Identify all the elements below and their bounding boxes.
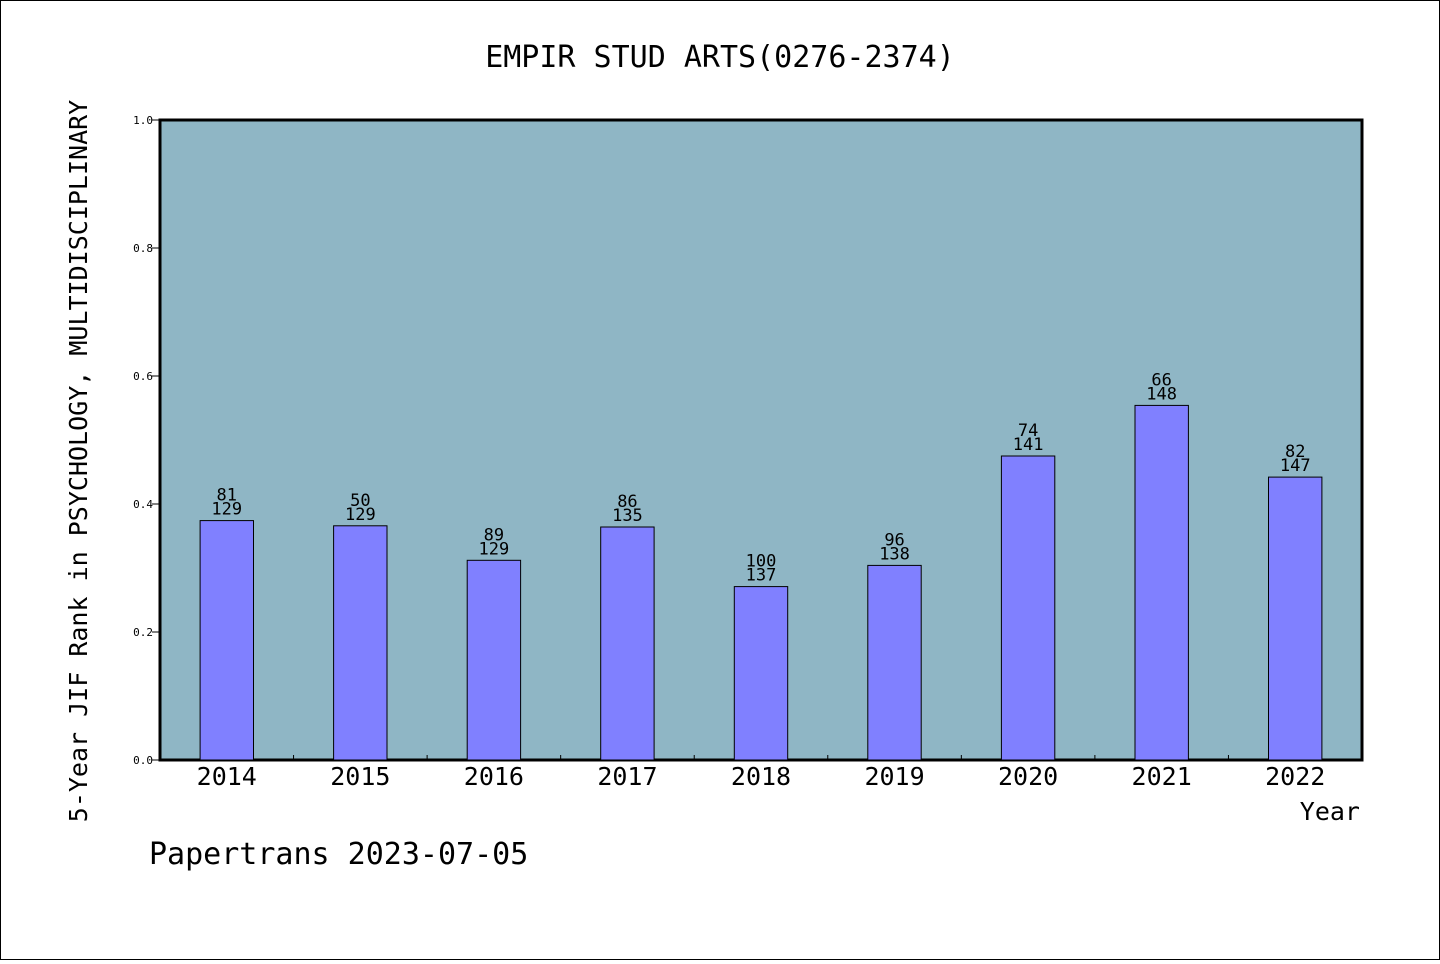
- bar-rank-label-2014: 81: [217, 486, 237, 506]
- bar-2022: [1268, 476, 1323, 761]
- bar-2018: [733, 586, 789, 761]
- bar-rank-label-2021: 66: [1151, 370, 1171, 390]
- bar-2021: [1134, 404, 1189, 761]
- bar-total-label-2022: 147: [1280, 456, 1311, 476]
- bar-total-label-2017: 135: [612, 506, 643, 526]
- x-tick-label-2017: 2017: [597, 762, 657, 791]
- y-tick-label: 0.2: [133, 626, 153, 639]
- bar-total-label-2019: 138: [879, 544, 910, 564]
- x-tick-label-2022: 2022: [1265, 762, 1325, 791]
- bar-total-label-2014: 129: [211, 500, 242, 520]
- x-tick-label-2016: 2016: [464, 762, 524, 791]
- bar-total-label-2021: 148: [1146, 384, 1177, 404]
- y-tick-label: 0.6: [133, 370, 153, 383]
- bar-2015: [333, 525, 388, 761]
- x-tick-label-2018: 2018: [731, 762, 791, 791]
- bar-2019: [867, 564, 922, 761]
- bar-rank-label-2017: 86: [617, 492, 637, 512]
- y-tick-label: 0.8: [133, 242, 153, 255]
- x-tick-label-2020: 2020: [998, 762, 1058, 791]
- bar-2020: [1000, 455, 1056, 761]
- x-tick-label-2019: 2019: [864, 762, 924, 791]
- bar-rank-label-2016: 89: [484, 525, 504, 545]
- footer-text: Papertrans 2023-07-05: [149, 837, 528, 872]
- bar-2017: [600, 526, 655, 761]
- y-tick-label: 0.0: [133, 754, 153, 767]
- bar-total-label-2020: 141: [1013, 435, 1044, 455]
- bar-2016: [466, 559, 522, 761]
- bar-rank-label-2015: 50: [350, 491, 370, 511]
- x-axis-label: Year: [1300, 797, 1360, 826]
- bar-rank-label-2020: 74: [1018, 421, 1038, 441]
- bar-2014: [199, 520, 255, 761]
- bar-total-label-2015: 129: [345, 505, 376, 525]
- x-tick-label-2015: 2015: [330, 762, 390, 791]
- chart-title: EMPIR STUD ARTS(0276-2374): [485, 40, 955, 75]
- bar-total-label-2016: 129: [479, 539, 510, 559]
- bar-total-label-2018: 137: [746, 566, 777, 586]
- y-axis-label: 5-Year JIF Rank in PSYCHOLOGY, MULTIDISC…: [64, 100, 93, 822]
- y-tick-label: 0.4: [133, 498, 153, 511]
- bar-rank-label-2019: 96: [884, 530, 904, 550]
- bar-rank-label-2018: 100: [746, 552, 777, 572]
- x-tick-label-2021: 2021: [1132, 762, 1192, 791]
- y-tick-label: 1.0: [133, 114, 153, 127]
- bar-rank-label-2022: 82: [1285, 442, 1305, 462]
- x-tick-label-2014: 2014: [197, 762, 257, 791]
